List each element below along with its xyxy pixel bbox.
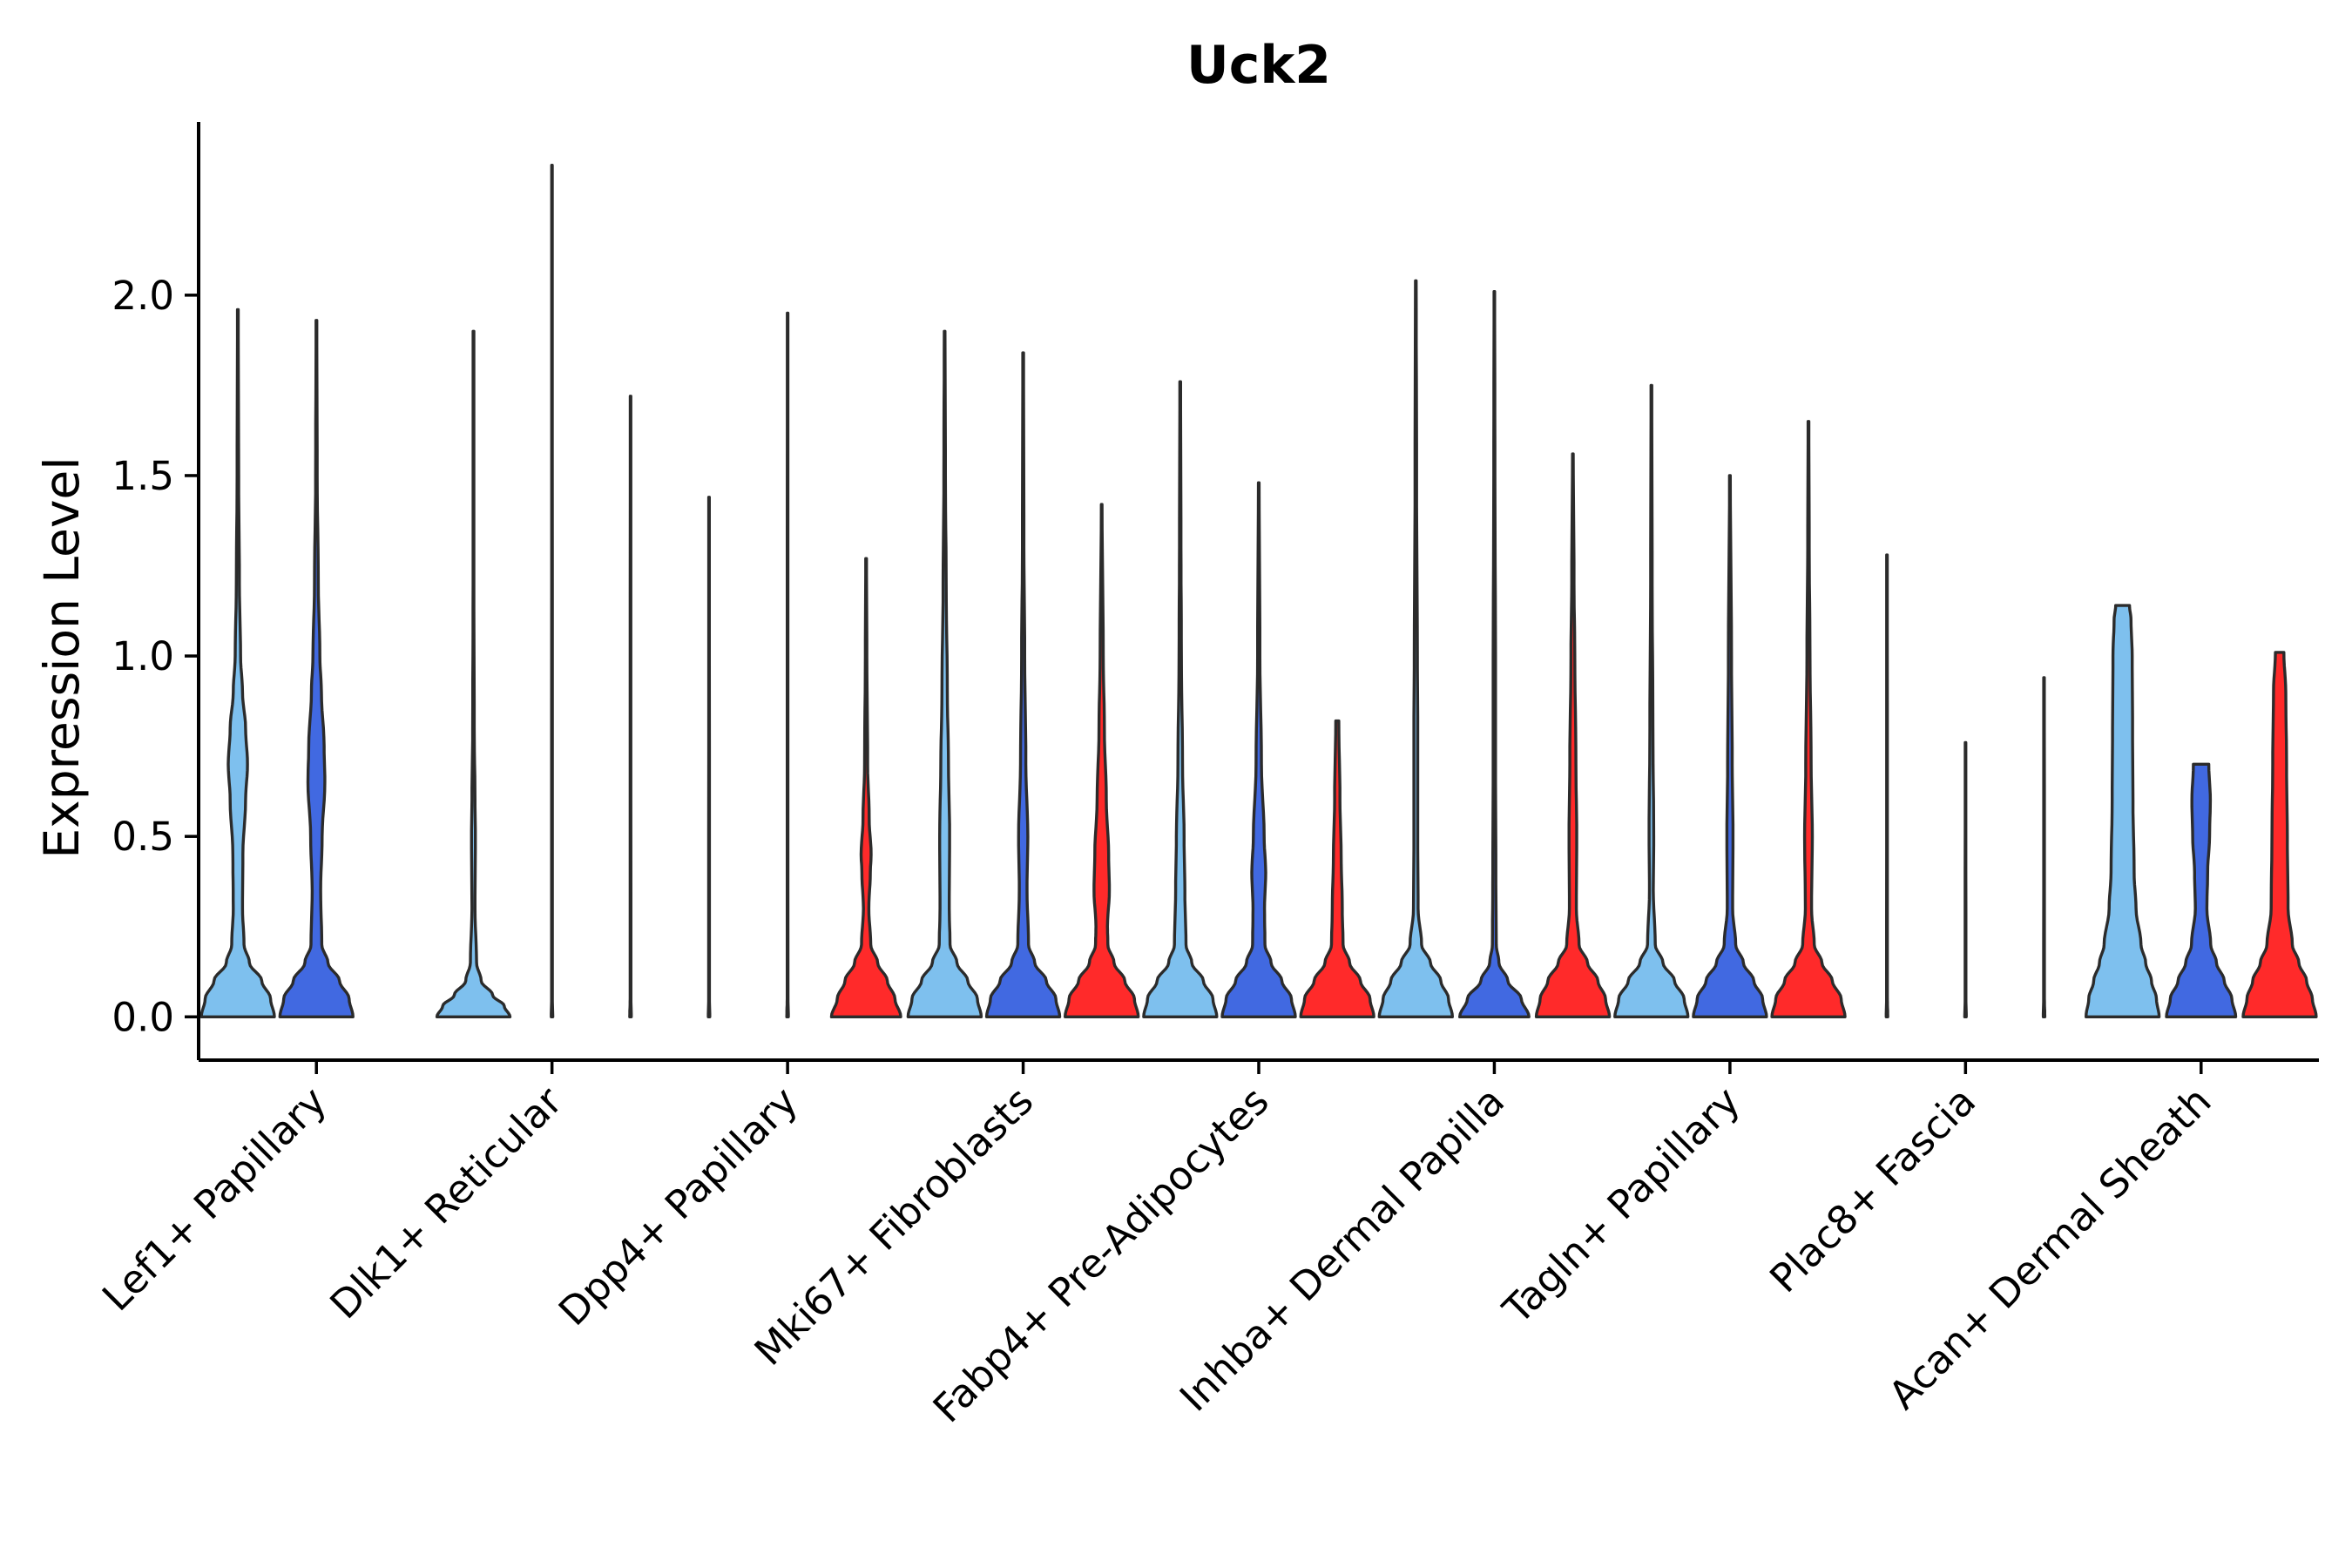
y-tick-label: 0.0: [112, 994, 174, 1040]
y-tick-label: 1.0: [112, 633, 174, 679]
violin-inhba-dermal-papilla-group1: [1377, 279, 1454, 1018]
x-tick-label: Plac8+ Fascia: [1761, 1078, 1984, 1301]
x-tick-label: Dpp4+ Papillary: [550, 1078, 807, 1335]
violin-plac8-fascia-group3: [2041, 676, 2047, 1018]
violin-fabp4-pre-adipocytes-group2: [1220, 481, 1297, 1018]
violin-tagln-papillary-group2: [1692, 474, 1768, 1018]
x-tick-label: Dlk1+ Reticular: [321, 1078, 571, 1328]
violin-inhba-dermal-papilla-group3: [1534, 452, 1612, 1018]
x-tick-label: Lef1+ Papillary: [93, 1078, 335, 1320]
violin-mki67-fibroblasts-group1: [906, 329, 983, 1018]
violin-lef1-papillary-group2: [278, 319, 355, 1018]
violin-tagln-papillary-group3: [1770, 420, 1847, 1018]
violin-fabp4-pre-adipocytes-group3: [1299, 719, 1375, 1018]
violin-dpp4-papillary-group2: [785, 311, 790, 1018]
violin-dpp4-papillary-group1: [706, 496, 712, 1018]
violin-inhba-dermal-papilla-group2: [1458, 290, 1531, 1018]
violin-dpp4-papillary-group3: [829, 557, 902, 1018]
violin-lef1-papillary-group1: [199, 308, 276, 1018]
y-tick-label: 0.5: [112, 814, 174, 860]
violin-tagln-papillary-group1: [1613, 383, 1690, 1018]
violin-dlk1-reticular-group1: [435, 329, 512, 1018]
violin-plac8-fascia-group2: [1963, 740, 1968, 1018]
violin-mki67-fibroblasts-group2: [984, 351, 1062, 1018]
violin-layer: [199, 164, 2318, 1018]
y-tick-label: 2.0: [112, 273, 174, 319]
y-axis: 0.0 0.5 1.0 1.5 2.0: [112, 122, 200, 1060]
y-tick-label: 1.5: [112, 453, 174, 499]
chart-title: Uck2: [1186, 35, 1331, 96]
violin-acan-dermal-sheath-group1: [2085, 604, 2161, 1018]
x-tick-label: Tagln+ Papillary: [1493, 1078, 1748, 1333]
violin-fabp4-pre-adipocytes-group1: [1142, 380, 1219, 1018]
violin-dlk1-reticular-group3: [628, 395, 633, 1018]
y-axis-label: Expression Level: [34, 456, 90, 858]
violin-mki67-fibroblasts-group3: [1064, 503, 1140, 1018]
violin-plac8-fascia-group1: [1884, 553, 1889, 1018]
violin-acan-dermal-sheath-group3: [2241, 651, 2318, 1018]
violin-acan-dermal-sheath-group2: [2165, 762, 2238, 1018]
violin-dlk1-reticular-group2: [550, 164, 555, 1018]
